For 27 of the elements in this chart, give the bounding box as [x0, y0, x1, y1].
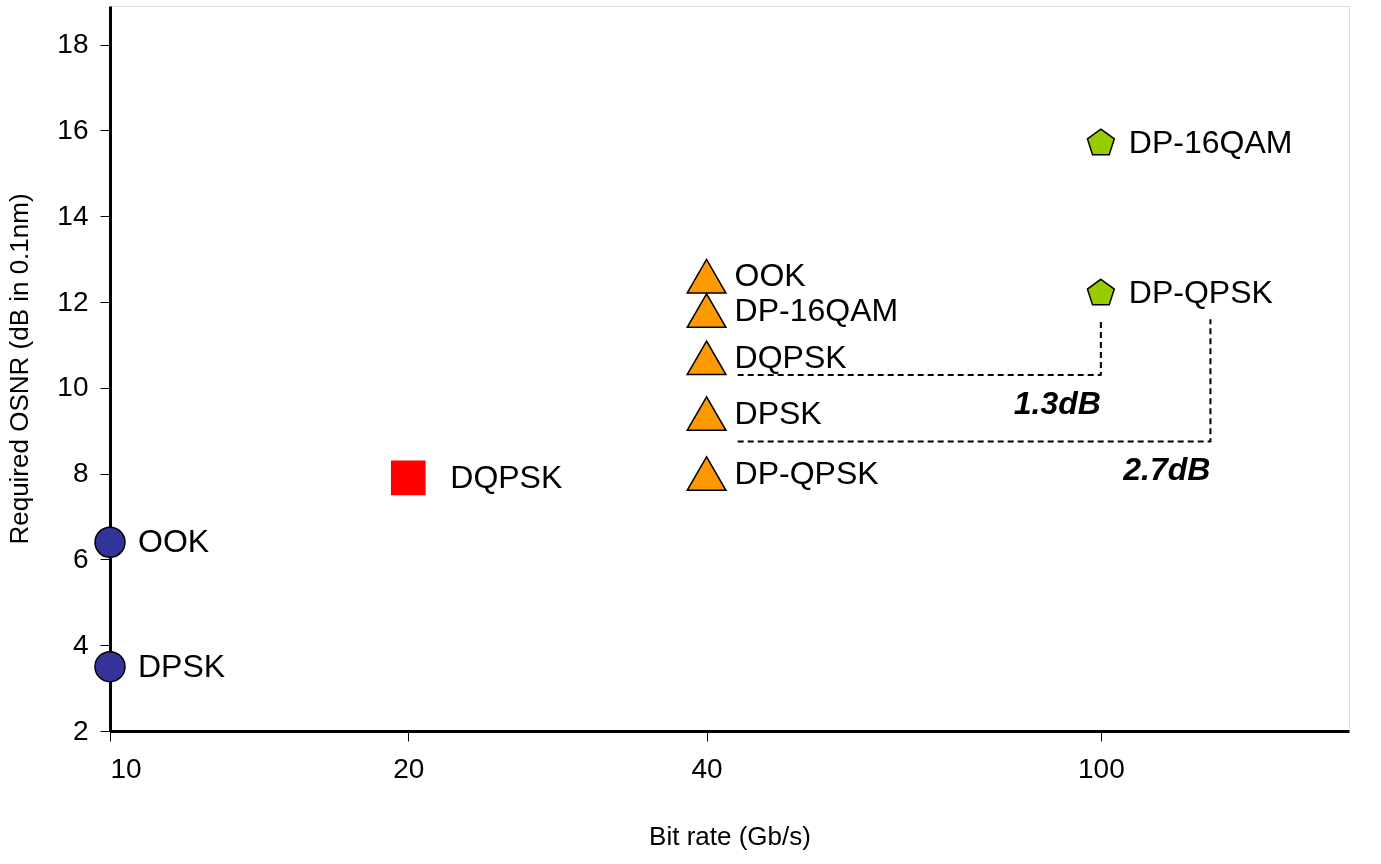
y-tick-label: 10 [57, 371, 89, 403]
y-tick-label: 14 [57, 199, 89, 231]
data-label: DP-16QAM [1128, 124, 1293, 161]
data-label: DP-QPSK [734, 454, 879, 491]
x-tick-label: 40 [691, 752, 723, 784]
y-tick-label: 2 [72, 714, 89, 746]
y-tick-label: 4 [72, 628, 89, 660]
data-label: OOK [734, 257, 806, 294]
data-label: DPSK [734, 394, 822, 431]
data-label: DQPSK [734, 338, 847, 375]
annotation: 2.7dB [1122, 451, 1211, 488]
y-tick-label: 8 [72, 457, 89, 489]
y-axis-title: Required OSNR (dB in 0.1nm) [4, 193, 35, 545]
data-label: DP-QPSK [1128, 274, 1273, 311]
data-label: DP-16QAM [734, 291, 899, 328]
data-label: DQPSK [450, 458, 563, 495]
data-label: OOK [138, 523, 210, 560]
x-axis-title: Bit rate (Gb/s) [649, 820, 811, 851]
y-tick-label: 16 [57, 113, 89, 145]
y-tick-label: 18 [57, 28, 89, 60]
data-label: DPSK [138, 647, 226, 684]
annotation: 1.3dB [1013, 384, 1101, 421]
y-tick-label: 12 [57, 285, 89, 317]
y-tick-label: 6 [72, 542, 89, 574]
x-tick-label: 20 [393, 752, 425, 784]
x-tick-label: 100 [1078, 752, 1125, 784]
x-tick-label: 10 [110, 752, 142, 784]
